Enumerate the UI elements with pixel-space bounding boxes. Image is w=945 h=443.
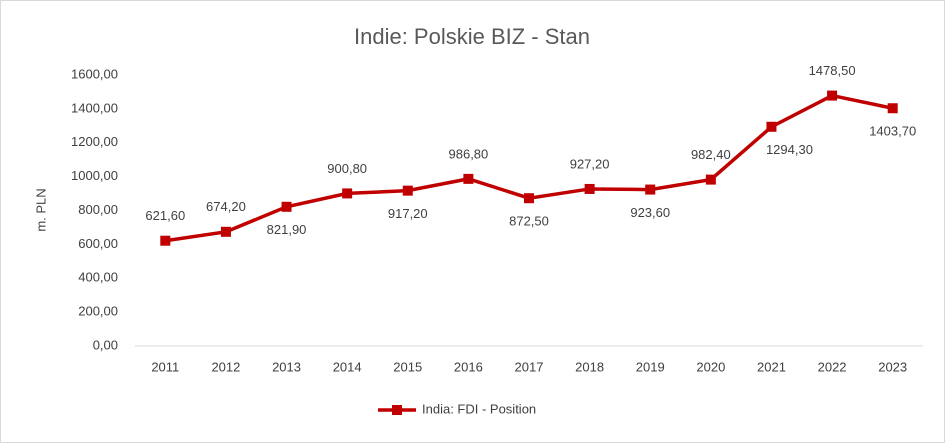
data-label: 986,80 [449, 146, 489, 161]
y-tick-label: 400,00 [78, 270, 118, 285]
y-tick-label: 600,00 [78, 236, 118, 251]
chart-title: Indie: Polskie BIZ - Stan [354, 24, 590, 49]
data-point [463, 173, 474, 184]
x-tick-label: 2019 [636, 359, 665, 374]
data-point [524, 193, 534, 204]
x-tick-label: 2013 [272, 359, 301, 374]
legend-marker [392, 405, 402, 415]
y-tick-label: 1600,00 [71, 66, 118, 81]
x-tick-label: 2020 [696, 359, 725, 374]
data-label: 1478,50 [809, 63, 856, 78]
data-label: 923,60 [630, 205, 670, 220]
x-tick-label: 2022 [818, 359, 847, 374]
x-tick-label: 2011 [151, 359, 179, 374]
x-tick-label: 2017 [515, 359, 544, 374]
data-point [645, 184, 656, 195]
x-tick-label: 2014 [333, 359, 362, 374]
data-label: 674,20 [206, 199, 246, 214]
y-tick-label: 0,00 [93, 337, 118, 352]
y-tick-label: 1000,00 [71, 168, 118, 183]
x-tick-label: 2015 [393, 359, 422, 374]
y-tick-label: 1200,00 [71, 134, 118, 149]
legend-label: India: FDI - Position [422, 401, 536, 416]
data-point [705, 174, 716, 185]
data-point [342, 188, 353, 199]
y-tick-label: 200,00 [78, 304, 118, 319]
data-label: 900,80 [327, 161, 367, 176]
x-tick-label: 2016 [454, 359, 483, 374]
data-label: 982,40 [691, 147, 731, 162]
data-point [887, 103, 898, 114]
x-tick-label: 2012 [211, 359, 240, 374]
x-tick-label: 2018 [575, 359, 604, 374]
data-point [220, 226, 231, 237]
data-label: 927,20 [570, 156, 610, 171]
x-tick-label: 2023 [878, 359, 907, 374]
data-label: 621,60 [145, 208, 185, 223]
data-point [160, 235, 171, 246]
data-point [827, 90, 838, 101]
data-label: 1294,30 [766, 142, 813, 157]
x-tick-label: 2021 [757, 359, 786, 374]
data-label: 1403,70 [869, 124, 916, 139]
data-point [281, 201, 292, 212]
data-point [584, 183, 595, 194]
y-tick-label: 800,00 [78, 202, 118, 217]
data-label: 917,20 [388, 206, 428, 221]
y-tick-label: 1400,00 [71, 100, 118, 115]
data-label: 821,90 [267, 222, 307, 237]
data-label: 872,50 [509, 214, 549, 229]
data-point [402, 185, 413, 196]
y-axis-title: m. PLN [33, 188, 48, 231]
data-point [766, 121, 777, 132]
